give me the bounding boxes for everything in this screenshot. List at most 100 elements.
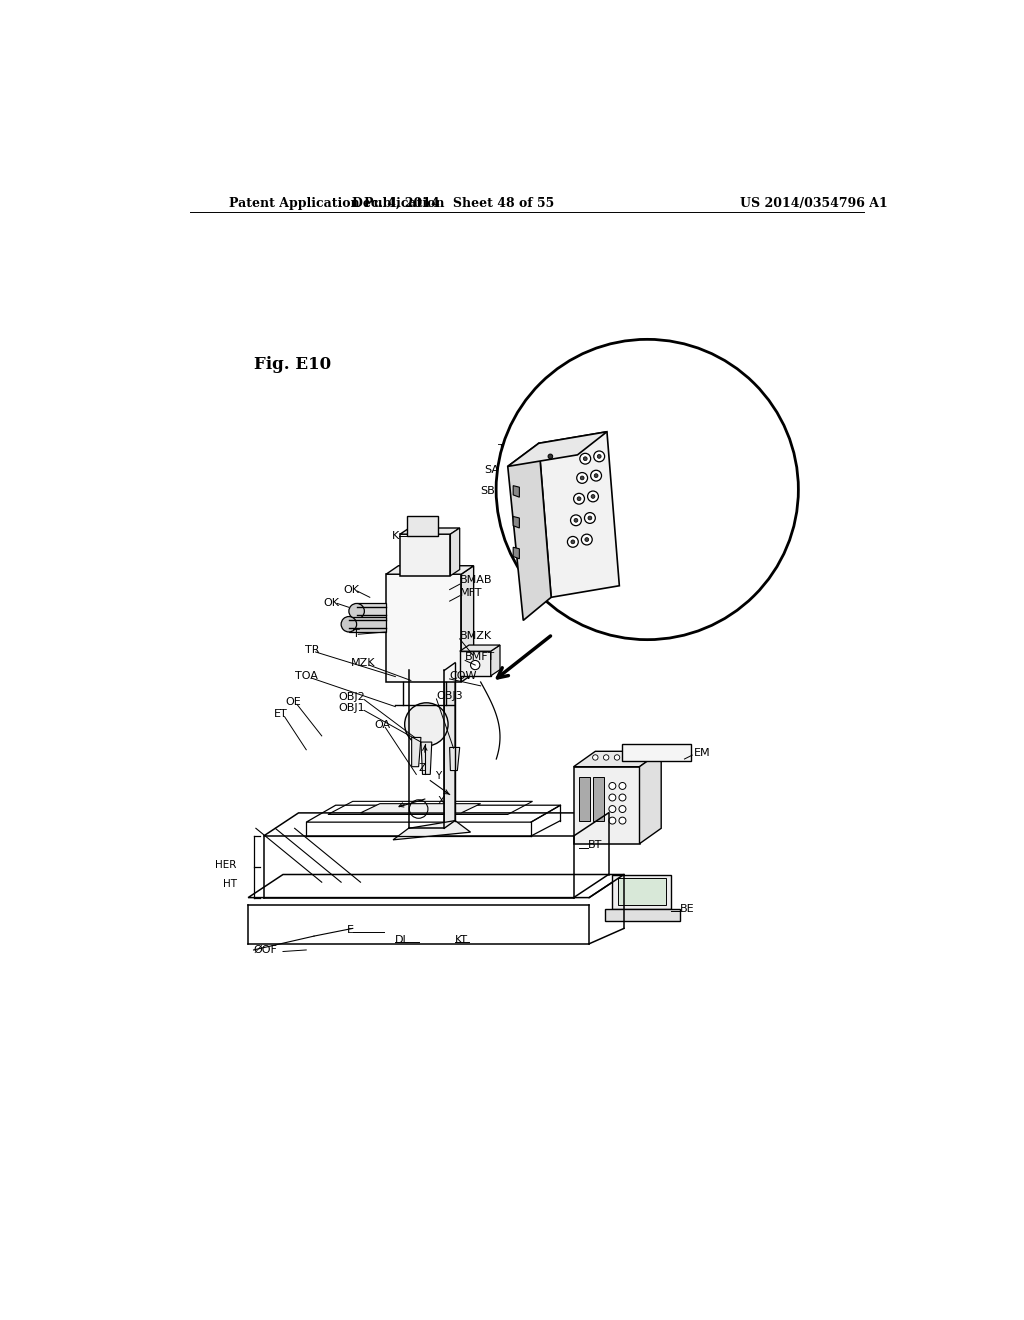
Circle shape: [603, 755, 609, 760]
Circle shape: [588, 491, 598, 502]
Text: OBJ2: OBJ2: [339, 693, 366, 702]
Polygon shape: [539, 432, 620, 597]
Text: MFT: MFT: [460, 587, 482, 598]
Text: OK: OK: [343, 585, 359, 594]
Polygon shape: [400, 535, 451, 576]
Text: TSH: TSH: [529, 545, 552, 554]
Circle shape: [584, 457, 587, 461]
Text: Dec. 4, 2014   Sheet 48 of 55: Dec. 4, 2014 Sheet 48 of 55: [352, 197, 555, 210]
Text: OA: OA: [375, 721, 390, 730]
Circle shape: [593, 755, 598, 760]
Polygon shape: [356, 603, 386, 619]
Polygon shape: [461, 566, 474, 682]
Text: TDF: TDF: [562, 565, 584, 576]
Text: COW: COW: [450, 671, 477, 681]
Text: TBF: TBF: [584, 411, 604, 421]
Polygon shape: [490, 645, 500, 676]
Polygon shape: [604, 909, 680, 921]
Text: Y: Y: [435, 771, 441, 781]
Circle shape: [570, 515, 582, 525]
Text: E: E: [346, 925, 353, 935]
Circle shape: [591, 495, 595, 499]
Text: BMFT: BMFT: [465, 652, 496, 663]
Text: ET: ET: [273, 709, 288, 719]
Circle shape: [580, 453, 591, 465]
Circle shape: [577, 473, 588, 483]
Circle shape: [618, 783, 626, 789]
Circle shape: [594, 451, 604, 462]
Circle shape: [341, 616, 356, 632]
Text: OBJ1: OBJ1: [339, 704, 366, 713]
Text: TRC: TRC: [630, 504, 652, 515]
Polygon shape: [460, 651, 490, 676]
Circle shape: [574, 519, 578, 523]
Polygon shape: [573, 767, 640, 843]
Polygon shape: [412, 738, 421, 767]
Text: OBJ3: OBJ3: [436, 690, 463, 701]
Text: TMEM2: TMEM2: [630, 465, 671, 475]
Polygon shape: [513, 548, 519, 558]
Text: TMEM1: TMEM1: [630, 445, 670, 454]
Text: TR: TR: [305, 644, 319, 655]
Text: HT: HT: [222, 879, 237, 888]
Circle shape: [349, 603, 365, 619]
Polygon shape: [386, 574, 461, 682]
Polygon shape: [508, 432, 607, 466]
Text: TBM: TBM: [599, 540, 624, 550]
Text: T: T: [352, 630, 359, 639]
Polygon shape: [513, 486, 519, 498]
Polygon shape: [513, 516, 519, 528]
Text: K: K: [391, 531, 398, 541]
Circle shape: [614, 755, 620, 760]
Circle shape: [597, 454, 601, 458]
Circle shape: [609, 795, 615, 801]
Text: Fig. E10: Fig. E10: [254, 356, 332, 374]
Circle shape: [585, 512, 595, 524]
Text: TMEM4: TMEM4: [630, 521, 671, 532]
Text: Patent Application Publication: Patent Application Publication: [228, 197, 444, 210]
Text: TOA: TOA: [295, 671, 317, 681]
Circle shape: [582, 535, 592, 545]
Polygon shape: [617, 878, 666, 906]
Polygon shape: [349, 616, 386, 632]
Circle shape: [618, 817, 626, 824]
Text: BT: BT: [630, 425, 644, 434]
Text: BMZK: BMZK: [460, 631, 492, 640]
Polygon shape: [393, 821, 471, 840]
Circle shape: [571, 540, 574, 544]
Text: OE: OE: [286, 697, 301, 708]
Circle shape: [618, 805, 626, 813]
Circle shape: [626, 755, 631, 760]
Polygon shape: [612, 874, 671, 909]
Circle shape: [496, 339, 799, 640]
Text: OK: OK: [324, 598, 339, 609]
Text: BT: BT: [589, 841, 603, 850]
Polygon shape: [421, 742, 432, 775]
Circle shape: [581, 477, 584, 480]
Text: ØOF: ØOF: [254, 945, 278, 954]
Circle shape: [404, 702, 449, 746]
Text: DL: DL: [395, 935, 411, 945]
Polygon shape: [593, 776, 604, 821]
Text: HER: HER: [215, 861, 237, 870]
Circle shape: [588, 516, 592, 520]
Text: KT: KT: [455, 935, 468, 945]
Text: Z: Z: [419, 763, 426, 774]
Text: US 2014/0354796 A1: US 2014/0354796 A1: [740, 197, 888, 210]
Polygon shape: [640, 751, 662, 843]
Polygon shape: [450, 747, 460, 771]
Text: SADJ: SADJ: [484, 465, 511, 475]
Polygon shape: [508, 444, 551, 620]
Circle shape: [609, 783, 615, 789]
Polygon shape: [623, 744, 690, 759]
Polygon shape: [623, 743, 690, 760]
Polygon shape: [386, 566, 474, 574]
Text: SBRI: SBRI: [480, 486, 507, 496]
Circle shape: [609, 805, 615, 813]
Polygon shape: [360, 804, 480, 813]
Circle shape: [573, 494, 585, 504]
Polygon shape: [400, 528, 460, 535]
Circle shape: [567, 536, 579, 548]
Text: BMAB: BMAB: [460, 576, 493, 585]
Circle shape: [594, 474, 598, 478]
